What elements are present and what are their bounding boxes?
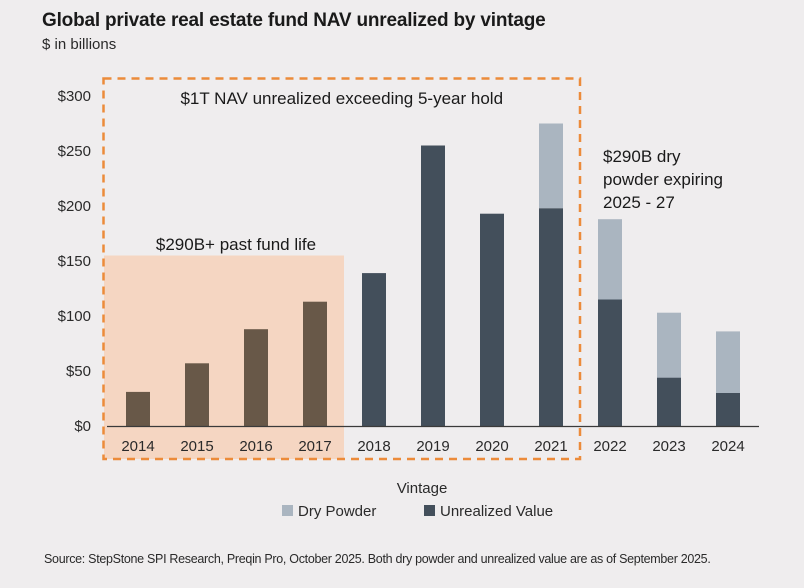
y-tick-label: $250 <box>58 143 91 160</box>
bar-unrealized-2019 <box>421 145 445 426</box>
x-tick-label: 2021 <box>534 438 567 455</box>
annotation-past-fund-life: $290B+ past fund life <box>156 235 316 254</box>
annotation-line: powder expiring <box>603 170 723 189</box>
annotation-line: 2025 - 27 <box>603 193 675 212</box>
x-axis-title: Vintage <box>397 480 448 497</box>
bar-unrealized-2014 <box>126 391 150 426</box>
bar-unrealized-2021 <box>539 208 563 426</box>
x-tick-label: 2018 <box>357 438 390 455</box>
x-tick-label: 2016 <box>239 438 272 455</box>
y-tick-label: $300 <box>58 88 91 105</box>
legend-swatch-dry-powder <box>282 505 293 516</box>
annotation-dry-powder-expiring: $290B dry powder expiring 2025 - 27 <box>603 147 723 212</box>
bar-dry-powder-2021 <box>539 123 563 209</box>
x-tick-label: 2019 <box>416 438 449 455</box>
source-note: Source: StepStone SPI Research, Preqin P… <box>44 552 711 566</box>
y-tick-label: $200 <box>58 198 91 215</box>
bar-unrealized-2020 <box>480 213 504 426</box>
x-tick-label: 2015 <box>180 438 213 455</box>
legend-swatch-unrealized-value <box>424 505 435 516</box>
annotation-line: $290B dry <box>603 147 681 166</box>
y-tick-label: $150 <box>58 253 91 270</box>
y-tick-label: $0 <box>74 418 91 435</box>
x-tick-label: 2014 <box>121 438 154 455</box>
bar-unrealized-2023 <box>657 377 681 426</box>
x-tick-label: 2022 <box>593 438 626 455</box>
bar-unrealized-2016 <box>244 329 268 426</box>
annotation-1t-nav-unrealized: $1T NAV unrealized exceeding 5-year hold <box>180 89 503 108</box>
bar-unrealized-2024 <box>716 393 740 426</box>
x-tick-label: 2023 <box>652 438 685 455</box>
y-tick-label: $50 <box>66 363 91 380</box>
bar-unrealized-2022 <box>598 299 622 426</box>
five-year-hold-box <box>102 77 582 461</box>
x-tick-label: 2024 <box>711 438 744 455</box>
chart-subtitle: $ in billions <box>42 36 117 53</box>
bar-dry-powder-2023 <box>657 312 681 378</box>
chart-title: Global private real estate fund NAV unre… <box>42 10 546 31</box>
legend-label: Unrealized Value <box>440 503 553 520</box>
x-tick-label: 2020 <box>475 438 508 455</box>
bar-unrealized-2017 <box>303 301 327 426</box>
legend-label: Dry Powder <box>298 503 376 520</box>
bar-unrealized-2015 <box>185 363 209 426</box>
bar-dry-powder-2024 <box>716 331 740 393</box>
bar-dry-powder-2022 <box>598 219 622 300</box>
legend: Dry Powder Unrealized Value <box>282 503 553 520</box>
x-tick-label: 2017 <box>298 438 331 455</box>
bar-unrealized-2018 <box>362 273 386 426</box>
y-tick-label: $100 <box>58 308 91 325</box>
